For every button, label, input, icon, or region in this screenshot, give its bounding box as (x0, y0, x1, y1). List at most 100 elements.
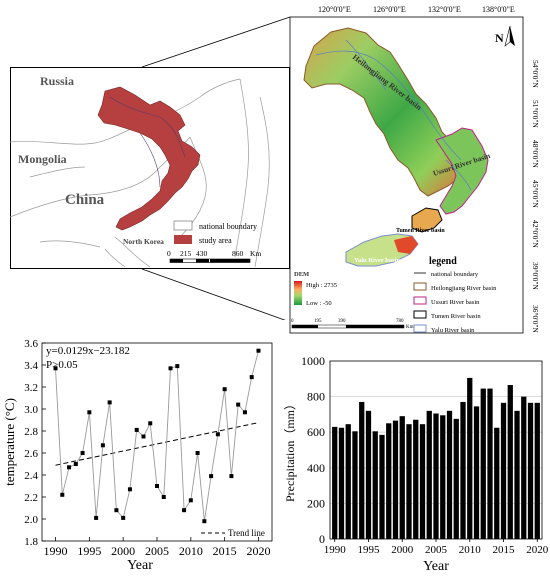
temperature-point (229, 474, 234, 479)
precipitation-y-tick-label: 0 (319, 532, 325, 546)
legend-study-area-swatch (174, 235, 192, 244)
temperature-chart: y=0.0129x−23.182 P>0.05 1990 1995 2000 2005… (0, 335, 280, 573)
lat-label-42: 42°0'0"N (531, 220, 540, 248)
detail-map: 120°0'0"E 126°0'0"E 132°0'0"E 138°0'0"E … (286, 0, 550, 345)
temperature-point (222, 387, 227, 392)
temperature-point (53, 366, 58, 371)
temperature-y-tick-label: 2.0 (24, 514, 38, 526)
label-china: China (65, 192, 105, 208)
legend-label-boundary: national boundary (431, 271, 479, 278)
temperature-point (161, 495, 166, 499)
label-russia: Russia (40, 74, 74, 88)
lon-label-126: 126°0'0"E (373, 5, 406, 14)
dem-title: DEM (294, 271, 309, 278)
precipitation-bar (507, 385, 513, 539)
overview-scale-unit: Km (250, 249, 261, 258)
temperature-point (209, 474, 214, 479)
temperature-point (107, 400, 112, 405)
precipitation-bar (521, 396, 527, 539)
precipitation-chart: 0 200 400 600 800 1000 1990 1995 2000 2005 2010 201… (280, 345, 550, 574)
temperature-point (121, 515, 126, 520)
precipitation-y-axis-label: Precipitation（mm） (283, 398, 297, 502)
temperature-point (242, 410, 247, 415)
precipitation-bar (345, 424, 351, 539)
trend-line (55, 422, 259, 466)
temperature-point (67, 465, 72, 470)
precipitation-bar (433, 413, 439, 539)
legend-label-tumen: Tumen River basin (431, 313, 481, 320)
precipitation-chart-svg: 0 200 400 600 800 1000 1990 1995 2000 2005 2010 201… (283, 354, 549, 574)
precipitation-bar (406, 424, 412, 539)
precipitation-bar (440, 415, 446, 539)
north-letter: N (495, 31, 504, 45)
temperature-point (188, 498, 193, 503)
overview-map-svg: Russia Mongolia China North Korea nation… (9, 67, 290, 269)
lon-label-138: 138°0'0"E (482, 5, 515, 14)
lat-label-48: 48°0'0"N (531, 140, 540, 168)
precipitation-bar (426, 410, 432, 539)
precipitation-bar (419, 424, 426, 539)
precipitation-bar (392, 420, 399, 539)
precipitation-y-tick-label: 600 (307, 425, 325, 439)
precipitation-x-tick-label: 2020 (526, 544, 549, 556)
overview-scale-tick-3: 860 (232, 249, 244, 258)
detail-legend-title: legend (429, 256, 457, 267)
legend-study-area-label: study area (199, 236, 232, 245)
overview-scale-bar: 0 215 430 860 Km (167, 249, 261, 263)
lon-label-132: 132°0'0"E (428, 5, 461, 14)
legend-swatch-ussuri (413, 296, 427, 305)
temperature-x-tick-label: 2010 (179, 544, 203, 558)
precipitation-bar (473, 406, 480, 539)
precipitation-bar (379, 434, 385, 539)
temperature-plot-frame (41, 342, 273, 542)
legend-boundary-swatch (173, 220, 193, 231)
north-arrow-icon: N (495, 25, 515, 47)
label-north-korea: North Korea (123, 237, 164, 246)
temperature-point (114, 508, 119, 513)
precipitation-bar (372, 431, 378, 539)
precipitation-bar (413, 419, 419, 539)
temperature-x-tick-label: 2015 (213, 544, 237, 558)
detail-scale-tick-0: 0 (291, 319, 294, 324)
temperature-y-tick-label: 3.4 (24, 360, 38, 372)
lat-label-36: 36°0'0"N (531, 305, 540, 333)
precipitation-bar (399, 416, 405, 539)
legend-label-ussuri: Ussuri River basin (431, 299, 480, 306)
temperature-x-tick-label: 1990 (44, 544, 68, 558)
temperature-point (127, 487, 132, 492)
detail-scale-unit: Km (406, 325, 414, 330)
temperature-x-tick-label: 2020 (246, 544, 270, 558)
temperature-point (87, 410, 92, 415)
temperature-series-line (55, 350, 259, 522)
temperature-point (182, 508, 187, 513)
temperature-x-tick-label: 2000 (111, 544, 135, 558)
precipitation-x-tick-label: 2010 (459, 544, 482, 556)
legend-label-yalu: Yalu River basin (431, 327, 475, 334)
temperature-point (80, 451, 85, 455)
precipitation-bar (527, 402, 534, 539)
detail-scale-tick-2: 390 (338, 319, 346, 324)
temperature-point (141, 434, 146, 439)
overview-map: Russia Mongolia China North Korea nation… (9, 67, 290, 269)
temperature-y-axis-label: temperature (°C) (2, 398, 17, 486)
label-yalu-basin: Yalu River basin (354, 257, 400, 264)
dem-high-label: High : 2735 (306, 282, 337, 289)
temperature-point (134, 427, 139, 432)
precipitation-bar (514, 410, 520, 539)
overview-scale-tick-2: 430 (196, 249, 208, 258)
precipitation-y-tick-label: 800 (307, 390, 325, 404)
label-mongolia: Mongolia (18, 152, 67, 166)
overview-scale-tick-0: 0 (167, 249, 171, 258)
temperature-y-tick-label: 3.2 (24, 382, 38, 394)
temperature-point (155, 484, 159, 488)
study-area-shape (97, 86, 201, 231)
temperature-y-tick-label: 2.4 (24, 470, 38, 482)
temperature-point (168, 366, 173, 371)
temperature-point (148, 421, 153, 426)
precipitation-bar (332, 426, 338, 539)
trend-line-legend-label: Trend line (228, 528, 265, 538)
temperature-chart-svg: y=0.0129x−23.182 P>0.05 1990 1995 2000 2005… (2, 338, 273, 573)
temperature-point (249, 375, 254, 380)
temperature-point (236, 402, 241, 407)
precipitation-x-tick-label: 1995 (357, 544, 380, 556)
